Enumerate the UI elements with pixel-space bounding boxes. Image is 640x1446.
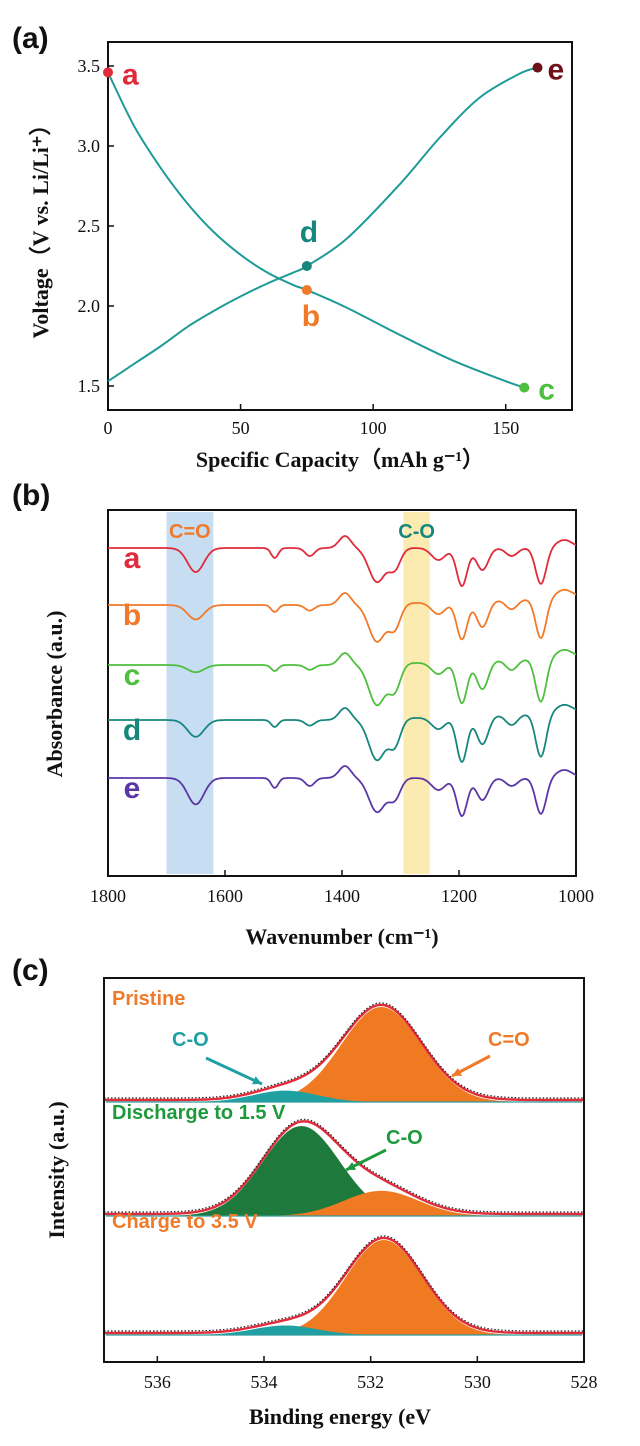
panel-a-xtick-label: 150 [492,418,519,438]
panel-c-xtick-label: 532 [357,1372,384,1392]
panel-b-series-label-b: b [123,599,141,632]
panel-c-spectrum-title-1: Pristine [112,988,185,1010]
panel-c-annotation-c-o-1: C-O [172,1029,209,1051]
panel-a-ytick-label: 2.5 [78,216,101,236]
panel-c-frame [103,977,585,1363]
panel-a-ylabel: Voltage（V vs. Li/Li⁺） [28,114,53,339]
panel-b-series-label-d: d [123,714,141,747]
panel-b-spectrum-b [108,588,577,643]
panel-a-curve-discharge [107,71,525,389]
panel-c-xtick-label: 530 [464,1372,491,1392]
panel-c-spectrum-title-2: Discharge to 1.5 V [112,1102,286,1124]
panel-c-arrow-c-o-1 [205,1056,263,1086]
panel-c-peak-2-c-double-o [104,1190,584,1216]
panel-b-spectrum-c [108,648,577,707]
panel-b-xlabel: Wavenumber (cm⁻¹) [245,924,438,949]
panel-c-ylabel: Intensity (a.u.) [44,1101,69,1239]
panel-c-peak-2-c-o [104,1126,584,1216]
panel-b-series-label-a: a [124,542,141,575]
panel-c-annotation-c-o-2: C-O [386,1127,423,1149]
panel-c-envelope-2 [104,1120,584,1216]
panel-a-point-b [301,285,312,295]
panel-c-envelope-1 [104,1003,584,1102]
panel-c-arrow-c-o-1-head [252,1076,262,1085]
panel-a-point-c [519,382,530,393]
panel-c-xlabel: Binding energy (eV [249,1404,431,1429]
panel-a-xtick-label: 0 [104,418,113,438]
panel-b-spectrum-e [108,765,577,817]
panel-b-xtick-label: 1400 [324,886,360,906]
panel-a-point-e [532,62,543,73]
panel-b-xtick-label: 1800 [90,886,126,906]
panel-a-point-d [301,261,312,271]
panel-b-letter: (b) [12,479,50,512]
panel-c-xtick-label: 528 [571,1372,598,1392]
panel-c-letter: (c) [12,954,49,987]
panel-c-data-1 [104,1002,584,1099]
panel-c-peak-1-c-double-o [104,1007,584,1102]
panel-c-arrow-c-double-o-head [452,1068,462,1076]
panel-a-point-label-b: b [302,300,320,333]
panel-a-point-a [103,67,113,78]
panel-b-spectrum-a [107,535,577,587]
panel-c-chart: Pristine Discharge to 1.5 V Charge to 3.5 … [44,977,598,1429]
panel-a-ytick-label: 3.5 [78,56,101,76]
panel-a-point-label-c: c [538,374,555,407]
panel-c-envelope-3 [104,1236,584,1335]
panel-c-arrow-c-o-2-head [346,1162,356,1170]
panel-b-xtick-label: 1600 [207,886,243,906]
panel-a-ytick-label: 1.5 [78,376,101,396]
panel-b-series-label-e: e [124,772,141,805]
panel-a-xtick-label: 100 [360,418,387,438]
panel-b-band-label: C=O [169,521,211,543]
panel-a-point-label-d: d [300,216,318,249]
panel-c-xtick-label: 536 [144,1372,171,1392]
panel-a-point-label-e: e [548,54,565,87]
panel-a-xtick-label: 50 [232,418,250,438]
panel-b-series-label-c: c [124,659,141,692]
panel-a-curve-charge [107,66,538,383]
panel-b-band-c-o [403,512,430,874]
panel-b-xtick-label: 1200 [441,886,477,906]
panel-c-xtick-label: 534 [251,1372,278,1392]
panel-a-ytick-label: 2.0 [78,296,101,316]
panel-a-chart: 0 50 100 150 1.5 2.0 2.5 3.0 3.5 a b c d e Specific … [28,41,573,472]
panel-b-xtick-label: 1000 [558,886,594,906]
panel-a-xlabel: Specific Capacity（mAh g⁻¹） [196,447,484,472]
panel-c-peak-3-c-double-o [104,1240,584,1335]
panel-c-spectrum-title-3: Charge to 3.5 V [112,1211,258,1233]
panel-a-frame [107,41,573,411]
panel-b-band-c-double-o [166,512,214,874]
panel-c-annotation-c-double-o: C=O [488,1029,530,1051]
panel-b-ylabel: Absorbance (a.u.) [42,611,67,778]
panel-b-band-label: C-O [398,521,435,543]
panel-a-ytick-label: 3.0 [78,136,101,156]
panel-a-letter: (a) [12,22,49,55]
panel-b-spectrum-d [108,703,577,763]
panel-a-point-label-a: a [122,58,139,91]
